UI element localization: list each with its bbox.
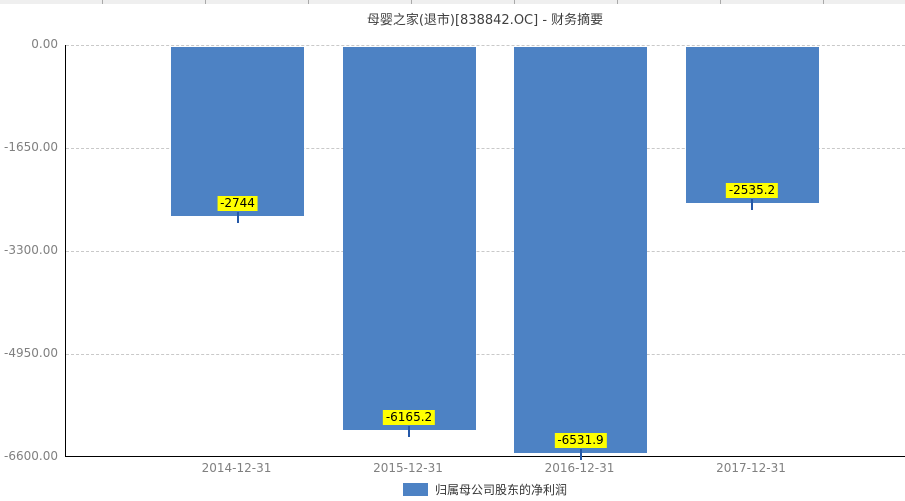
gridline (66, 251, 905, 252)
chart-title: 母婴之家(退市)[838842.OC] - 财务摘要 (366, 13, 604, 28)
legend-swatch-icon (402, 483, 428, 496)
bar-2016-12-31[interactable]: -6531.9 (514, 47, 647, 460)
plot-area: -2744 -6165.2 -6531.9 -2535.2 (65, 45, 905, 460)
y-axis-tick-label: -1650.00 (4, 140, 58, 154)
gridline (66, 354, 905, 355)
legend[interactable]: 归属母公司股东的净利润 (65, 481, 905, 498)
gridline (66, 45, 905, 46)
bar-value-pointer (579, 449, 582, 460)
y-axis-tick-label: -3300.00 (4, 243, 58, 257)
bar-value-label: -6165.2 (382, 410, 436, 425)
bar-2015-12-31[interactable]: -6165.2 (342, 47, 476, 437)
y-axis-tick-label: -4950.00 (4, 346, 58, 360)
bar-value-label: -2535.2 (725, 183, 779, 198)
bar-2014-12-31[interactable]: -2744 (171, 47, 304, 223)
bar-value-pointer (751, 199, 753, 210)
top-ruler (0, 0, 905, 4)
y-axis-tick-label: 0.00 (31, 37, 58, 51)
bar-value-label: -6531.9 (554, 433, 607, 448)
x-axis-tick-label: 2014-12-31 (201, 461, 272, 475)
gridline (66, 148, 905, 149)
x-axis-tick-label: 2016-12-31 (544, 461, 615, 475)
bar-2017-12-31[interactable]: -2535.2 (685, 47, 819, 210)
x-axis-tick-label: 2015-12-31 (373, 461, 443, 475)
legend-series-label: 归属母公司股东的净利润 (434, 483, 567, 497)
bar-value-pointer (408, 426, 410, 437)
y-axis-tick-label: -6600.00 (4, 449, 58, 463)
bar-value-pointer (236, 212, 239, 223)
bar-value-label: -2744 (217, 196, 258, 211)
x-axis-tick-label: 2017-12-31 (716, 461, 786, 475)
